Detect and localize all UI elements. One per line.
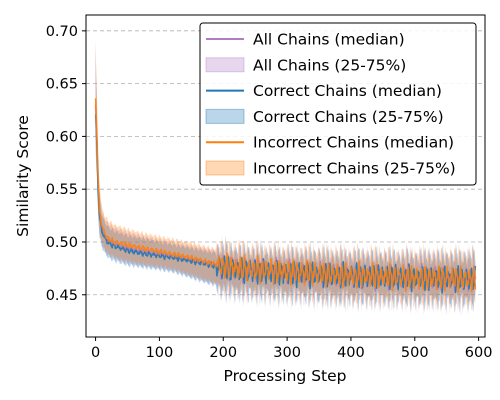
- legend-band-swatch: [205, 108, 245, 124]
- legend-band-swatch: [205, 57, 245, 73]
- legend-label: Incorrect Chains (25-75%): [253, 160, 456, 178]
- legend-label: Incorrect Chains (median): [253, 134, 454, 152]
- x-axis-label: Processing Step: [224, 367, 347, 385]
- median-lines: [94, 98, 477, 294]
- y-tick-label: 0.65: [46, 77, 78, 93]
- x-tick-label: 0: [91, 345, 100, 361]
- y-tick-label: 0.55: [46, 182, 78, 198]
- legend-label: Correct Chains (median): [253, 82, 442, 100]
- plot-frame: [85, 14, 486, 338]
- median-line: [94, 98, 477, 294]
- legend-label: All Chains (25-75%): [253, 56, 406, 74]
- x-tick-label: 500: [401, 345, 429, 361]
- legend-label: Correct Chains (25-75%): [253, 108, 444, 126]
- legend-label: All Chains (median): [253, 31, 405, 49]
- y-tick-label: 0.50: [46, 235, 78, 251]
- y-axis-ticks: 0.45 0.50 0.55 0.60 0.65 0.70: [46, 24, 86, 304]
- iqr-band: [95, 43, 476, 316]
- y-axis-label: Similarity Score: [14, 115, 32, 237]
- x-tick-label: 300: [273, 345, 301, 361]
- iqr-band: [95, 50, 476, 317]
- legend-band-swatch: [205, 160, 245, 176]
- x-tick-label: 600: [465, 345, 493, 361]
- iqr-band: [95, 38, 476, 316]
- x-tick-label: 100: [146, 345, 174, 361]
- legend: All Chains (median) All Chains (25-75%) Co…: [199, 22, 477, 186]
- x-tick-label: 200: [209, 345, 237, 361]
- x-axis-ticks: 0 100 200 300 400 500 600: [91, 337, 493, 361]
- y-tick-label: 0.45: [46, 288, 78, 304]
- legend-frame: [199, 22, 477, 186]
- y-tick-label: 0.60: [46, 129, 78, 145]
- iqr-bands: [95, 38, 476, 317]
- y-tick-label: 0.70: [46, 24, 78, 40]
- x-tick-label: 400: [337, 345, 365, 361]
